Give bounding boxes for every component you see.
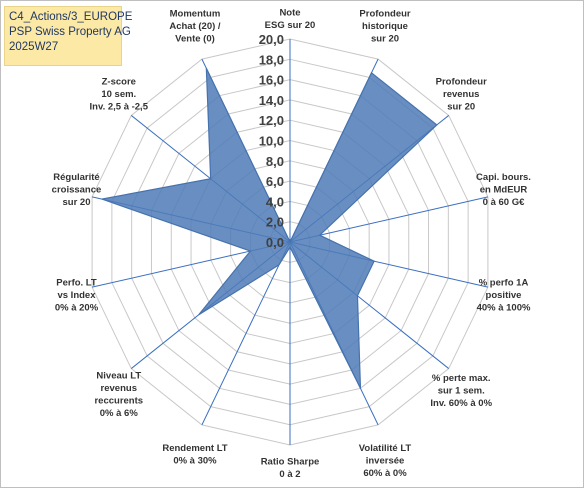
radar-category-label-line: Vente (0)	[175, 34, 215, 45]
title-box: C4_Actions/3_EUROPE PSP Swiss Property A…	[4, 6, 133, 66]
radar-category-label-line: 0 à 60 G€	[483, 197, 525, 208]
radar-category-label: Capi. bours.en MdEUR 0 à 60 G€	[476, 172, 531, 208]
radar-category-label-line: Volatilité LT	[359, 443, 412, 454]
radar-category-label-line: Régularité	[53, 172, 99, 183]
radar-category-label: % perte max.sur 1 sem. Inv. 60% à 0%	[430, 373, 492, 409]
radar-tick-label: 18,0	[259, 52, 284, 67]
radar-category-label-line: Profondeur	[436, 77, 487, 88]
radar-tick-label: 20,0	[259, 32, 284, 47]
radar-category-label-line: Profondeur	[359, 9, 410, 20]
radar-category-label-line: 0% à 30%	[173, 455, 217, 466]
radar-category-label-line: sur 20	[62, 197, 90, 208]
radar-category-label-line: % perte max.	[432, 373, 491, 384]
radar-category-label-line: sur 20	[371, 34, 399, 45]
radar-category-label-line: Inv. 2,5 à -2,5	[90, 102, 149, 113]
radar-category-label-line: Capi. bours.	[476, 172, 531, 183]
radar-category-label-line: reccurents	[94, 396, 143, 407]
radar-category-label-line: Note	[279, 8, 300, 19]
radar-category-label-line: inversée	[366, 455, 405, 466]
radar-tick-label: 6,0	[266, 174, 284, 189]
radar-tick-label: 10,0	[259, 134, 284, 149]
radar-category-label-line: Momentum	[170, 9, 221, 20]
radar-category-label-line: 0% à 20%	[55, 303, 99, 314]
radar-category-label-line: positive	[486, 290, 522, 301]
radar-category-label-line: ESG sur 20	[265, 20, 316, 31]
title-line-company: PSP Swiss Property AG	[9, 26, 131, 38]
title-line-category: C4_Actions/3_EUROPE	[9, 11, 133, 23]
radar-category-label-line: Rendement LT	[162, 443, 227, 454]
radar-category-label-line: Perfo. LT	[56, 278, 97, 289]
radar-tick-label: 12,0	[259, 113, 284, 128]
radar-tick-label: 16,0	[259, 73, 284, 88]
radar-tick-label: 14,0	[259, 93, 284, 108]
radar-category-label-line: 0% à 6%	[100, 408, 139, 419]
radar-category-label-line: Z-score	[102, 77, 136, 88]
radar-category-label-line: 40% à 100%	[477, 303, 531, 314]
radar-tick-label: 0,0	[266, 235, 284, 250]
radar-tick-label: 8,0	[266, 154, 284, 169]
radar-category-label: Rendement LT0% à 30%	[162, 443, 227, 467]
radar-tick-label: 4,0	[266, 194, 284, 209]
radar-axis-line	[289, 196, 489, 243]
radar-category-label-line: Achat (20) /	[169, 21, 221, 32]
radar-tick-labels: 0,0 2,0 4,0 6,0 8,0 10,0 12,0 14,0 16,0 18,0 20,0	[259, 32, 284, 250]
radar-category-label-line: revenus	[443, 89, 479, 100]
radar-axis-line	[201, 241, 291, 426]
radar-tick-label: 2,0	[266, 215, 284, 230]
radar-category-label-line: croissance	[52, 184, 102, 195]
radar-category-label-line: revenus	[101, 383, 137, 394]
radar-category-label-line: Ratio Sharpe	[261, 457, 320, 468]
radar-category-label-line: 60% à 0%	[363, 468, 407, 479]
radar-category-label-line: % perfo 1A	[479, 278, 529, 289]
radar-category-label-line: sur 20	[447, 102, 475, 113]
radar-category-label-line: en MdEUR	[480, 184, 528, 195]
radar-category-label-line: historique	[362, 21, 408, 32]
radar-category-label-line: Niveau LT	[96, 371, 141, 382]
radar-series	[99, 67, 438, 389]
radar-category-label-line: sur 1 sem.	[438, 385, 485, 396]
radar-category-label-line: 10 sem.	[101, 89, 136, 100]
radar-category-label-line: 0 à 2	[279, 469, 300, 480]
title-line-week: 2025W27	[9, 41, 59, 53]
radar-category-label-line: Inv. 60% à 0%	[430, 398, 492, 409]
radar-category-label-line: vs Index	[57, 290, 96, 301]
